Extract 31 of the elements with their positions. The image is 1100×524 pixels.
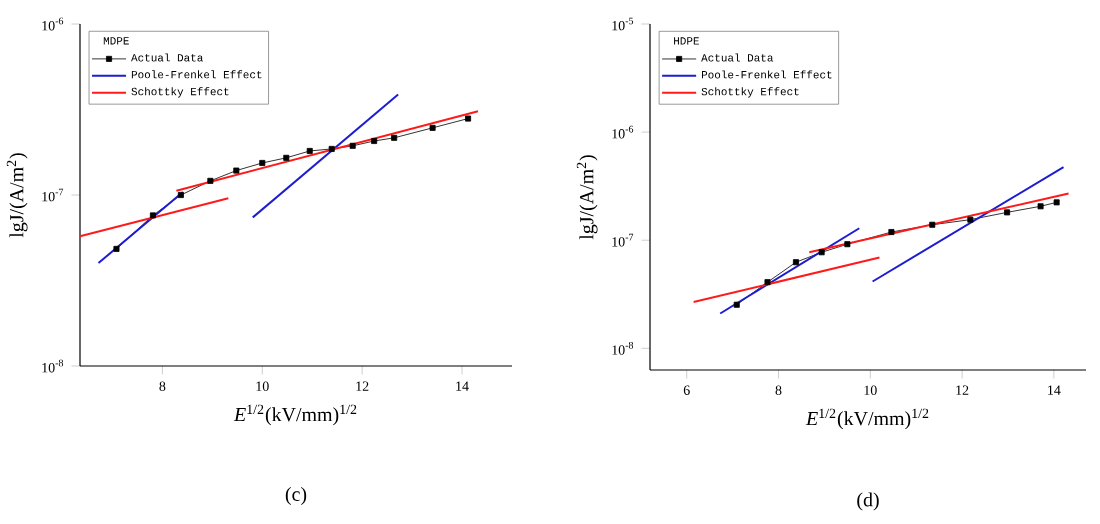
x-axis-title: E$^{1/2}$(kV/mm)$^{1/2}$ <box>233 404 357 426</box>
point <box>1053 199 1060 206</box>
point <box>149 212 156 219</box>
point <box>1004 209 1011 216</box>
point <box>844 241 851 248</box>
point <box>967 216 974 223</box>
x-axis-title: E$^{1/2}$(kV/mm)$^{1/2}$ <box>805 408 929 430</box>
point <box>888 229 895 236</box>
point <box>207 177 214 184</box>
y-axis-title: lgJ/(A/m$^{2}$) <box>6 153 28 238</box>
point <box>764 279 771 286</box>
point <box>283 154 290 161</box>
y-axis-title: lgJ/(A/m$^{2}$) <box>576 155 598 240</box>
point <box>792 259 799 266</box>
point <box>177 192 184 199</box>
point <box>259 159 266 166</box>
point <box>1037 203 1044 210</box>
point <box>818 249 825 256</box>
point <box>929 221 936 228</box>
point <box>306 147 313 154</box>
point <box>113 245 120 252</box>
point <box>233 167 240 174</box>
point <box>349 142 356 149</box>
point <box>429 124 436 131</box>
point <box>328 145 335 152</box>
text: (d) <box>857 492 879 511</box>
point <box>391 134 398 141</box>
text: (c) <box>285 486 307 506</box>
point <box>733 301 740 308</box>
point <box>465 115 472 122</box>
point <box>371 138 378 144</box>
